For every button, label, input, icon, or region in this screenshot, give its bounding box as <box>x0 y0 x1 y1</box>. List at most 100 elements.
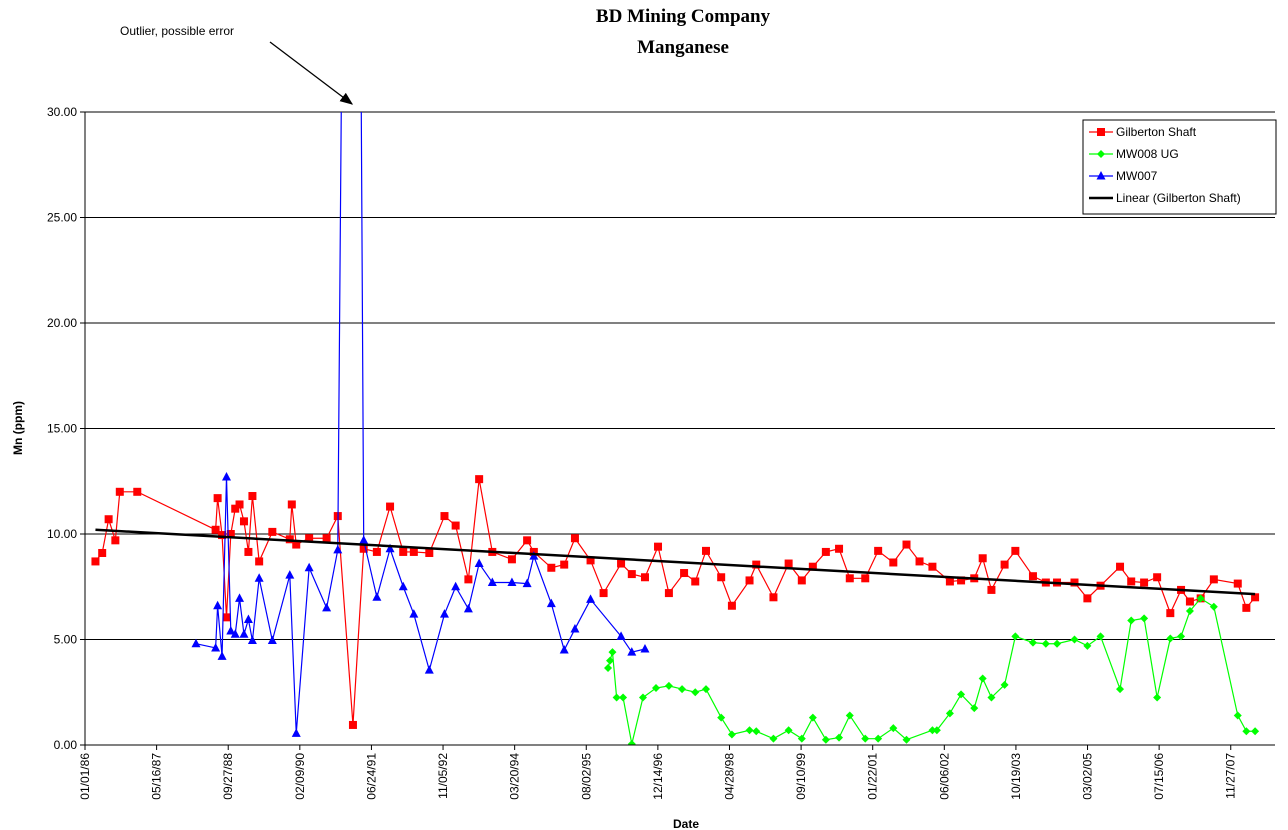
marker <box>570 623 580 633</box>
marker <box>560 560 569 569</box>
marker <box>928 726 937 735</box>
marker <box>409 609 419 618</box>
marker <box>1196 594 1205 603</box>
marker <box>285 535 294 544</box>
marker <box>304 562 314 572</box>
marker <box>348 720 357 729</box>
x-tick-label: 04/28/98 <box>722 753 736 800</box>
marker <box>987 693 996 702</box>
chart-subtitle: Manganese <box>637 37 729 58</box>
marker <box>248 492 257 501</box>
marker <box>638 693 647 702</box>
marker <box>1140 614 1149 623</box>
marker <box>255 557 264 566</box>
marker <box>1028 572 1037 581</box>
marker <box>945 709 954 718</box>
marker <box>425 548 434 557</box>
marker <box>606 656 615 665</box>
series-line <box>195 112 646 734</box>
marker <box>385 543 395 553</box>
trend-line <box>95 528 1256 596</box>
marker <box>191 638 201 648</box>
marker <box>861 574 870 583</box>
marker <box>213 600 223 610</box>
marker <box>285 570 295 579</box>
marker <box>701 685 710 694</box>
marker <box>1070 635 1079 644</box>
marker <box>784 559 793 568</box>
x-tick-label: 01/01/86 <box>78 753 92 800</box>
y-tick-label: 10.00 <box>47 527 77 541</box>
marker <box>1153 573 1162 582</box>
marker <box>1251 727 1260 736</box>
marker <box>1096 632 1105 641</box>
marker <box>1209 575 1218 584</box>
chart-title: BD Mining Company <box>596 6 771 27</box>
marker <box>987 585 996 594</box>
marker <box>439 609 449 618</box>
marker <box>808 713 817 722</box>
marker <box>322 534 331 543</box>
marker <box>1041 639 1050 648</box>
y-axis-label: Mn (ppm) <box>11 401 25 455</box>
marker <box>1083 594 1092 603</box>
x-tick-label: 09/27/88 <box>221 753 235 800</box>
marker <box>1233 579 1242 588</box>
marker <box>1166 634 1175 643</box>
marker <box>928 562 937 571</box>
marker <box>115 487 124 496</box>
marker <box>91 557 100 566</box>
marker <box>529 551 539 560</box>
marker <box>619 693 628 702</box>
marker <box>612 693 621 702</box>
legend-label: MW007 <box>1116 169 1158 183</box>
marker <box>398 581 408 591</box>
marker <box>616 631 626 640</box>
x-tick-label: 06/24/91 <box>364 753 378 800</box>
x-axis-label: Date <box>673 817 699 830</box>
marker <box>769 593 778 602</box>
x-tick-label: 05/16/87 <box>150 753 164 800</box>
marker <box>507 555 516 564</box>
marker <box>235 500 244 509</box>
series-line <box>94 479 1256 726</box>
marker <box>717 573 726 582</box>
marker <box>821 735 830 744</box>
marker <box>1127 616 1136 625</box>
annotation-arrow <box>269 41 354 105</box>
x-tick-label: 01/22/01 <box>866 753 880 800</box>
marker <box>752 560 761 569</box>
y-tick-label: 5.00 <box>54 633 78 647</box>
marker <box>268 527 277 536</box>
marker <box>217 651 227 660</box>
marker <box>889 558 898 567</box>
marker <box>211 642 221 652</box>
marker <box>1053 639 1062 648</box>
marker <box>691 688 700 697</box>
marker <box>287 500 296 509</box>
marker <box>1116 685 1125 694</box>
annotation: Outlier, possible error <box>120 24 234 38</box>
marker <box>359 544 368 553</box>
marker <box>604 663 613 672</box>
legend-label: Gilberton Shaft <box>1116 125 1197 139</box>
marker <box>372 592 382 601</box>
marker <box>463 603 473 613</box>
marker <box>111 536 120 545</box>
plot-area <box>91 112 1260 745</box>
x-tick-label: 11/05/92 <box>436 753 450 799</box>
marker <box>218 531 227 540</box>
legend: Gilberton Shaft MW008 UG MW007 Linear (Gilb… <box>1082 119 1277 215</box>
marker <box>678 685 687 694</box>
marker <box>1166 609 1175 618</box>
marker <box>440 512 449 521</box>
marker <box>752 727 761 736</box>
marker <box>617 559 626 568</box>
series-line <box>607 597 1256 745</box>
marker <box>570 534 579 543</box>
marker <box>507 577 517 587</box>
marker <box>874 546 883 555</box>
marker <box>104 515 113 524</box>
marker <box>305 534 314 543</box>
marker <box>1096 171 1106 180</box>
